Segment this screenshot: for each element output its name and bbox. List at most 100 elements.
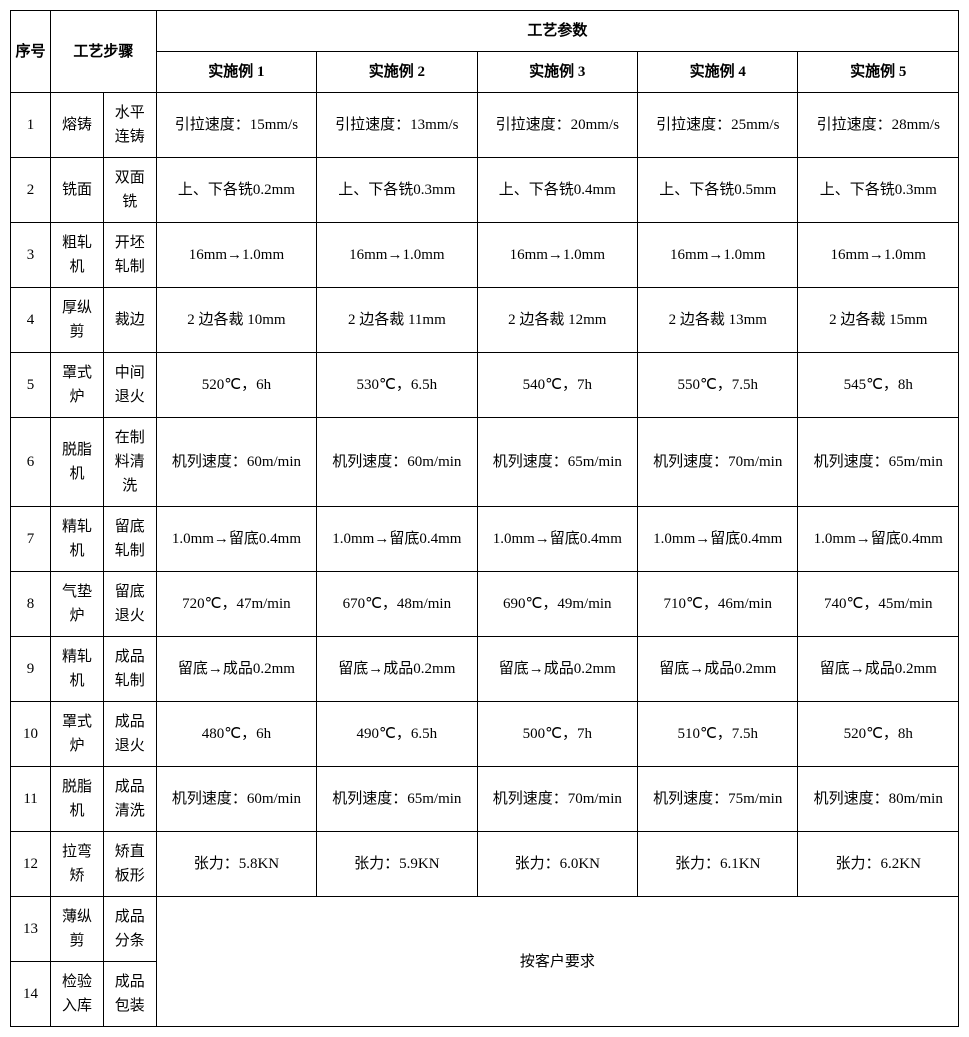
cell-seq: 7: [11, 507, 51, 572]
cell-step1: 薄纵剪: [51, 897, 104, 962]
cell-param: 机列速度：65m/min: [317, 767, 477, 832]
cell-step1: 粗轧机: [51, 223, 104, 288]
cell-param-merged: 按客户要求: [156, 897, 958, 1027]
cell-param: 16mm→1.0mm: [798, 223, 959, 288]
cell-param: 机列速度：60m/min: [156, 767, 316, 832]
cell-param: 16mm→1.0mm: [317, 223, 477, 288]
cell-param: 490℃，6.5h: [317, 702, 477, 767]
cell-param: 720℃，47m/min: [156, 572, 316, 637]
cell-step1: 精轧机: [51, 507, 104, 572]
cell-param: 上、下各铣0.3mm: [317, 158, 477, 223]
cell-step2: 成品退火: [103, 702, 156, 767]
cell-step1: 罩式炉: [51, 353, 104, 418]
cell-param: 510℃，7.5h: [638, 702, 798, 767]
table-body: 1熔铸水平连铸引拉速度：15mm/s引拉速度：13mm/s引拉速度：20mm/s…: [11, 93, 959, 1027]
cell-param: 留底→成品0.2mm: [798, 637, 959, 702]
cell-seq: 4: [11, 288, 51, 353]
cell-param: 1.0mm→留底0.4mm: [477, 507, 637, 572]
cell-param: 16mm→1.0mm: [156, 223, 316, 288]
cell-step1: 精轧机: [51, 637, 104, 702]
cell-step2: 裁边: [103, 288, 156, 353]
cell-step2: 成品轧制: [103, 637, 156, 702]
cell-step1: 熔铸: [51, 93, 104, 158]
header-step: 工艺步骤: [51, 11, 157, 93]
cell-param: 2 边各裁 11mm: [317, 288, 477, 353]
cell-step2: 双面铣: [103, 158, 156, 223]
cell-step2: 成品分条: [103, 897, 156, 962]
cell-param: 上、下各铣0.2mm: [156, 158, 316, 223]
cell-param: 530℃，6.5h: [317, 353, 477, 418]
cell-param: 上、下各铣0.5mm: [638, 158, 798, 223]
cell-param: 540℃，7h: [477, 353, 637, 418]
table-row: 8气垫炉留底退火720℃，47m/min670℃，48m/min690℃，49m…: [11, 572, 959, 637]
cell-step1: 检验入库: [51, 962, 104, 1027]
header-row-1: 序号 工艺步骤 工艺参数: [11, 11, 959, 52]
cell-param: 16mm→1.0mm: [638, 223, 798, 288]
cell-step1: 罩式炉: [51, 702, 104, 767]
cell-param: 1.0mm→留底0.4mm: [156, 507, 316, 572]
cell-param: 留底→成品0.2mm: [317, 637, 477, 702]
cell-param: 机列速度：60m/min: [156, 418, 316, 507]
table-row: 4厚纵剪裁边2 边各裁 10mm2 边各裁 11mm2 边各裁 12mm 2 边各…: [11, 288, 959, 353]
cell-step1: 厚纵剪: [51, 288, 104, 353]
cell-step1: 气垫炉: [51, 572, 104, 637]
cell-step2: 开坯轧制: [103, 223, 156, 288]
cell-param: 引拉速度：20mm/s: [477, 93, 637, 158]
cell-param: 机列速度：70m/min: [638, 418, 798, 507]
cell-param: 引拉速度：15mm/s: [156, 93, 316, 158]
cell-param: 机列速度：60m/min: [317, 418, 477, 507]
cell-seq: 5: [11, 353, 51, 418]
table-row: 6脱脂机在制料清洗机列速度：60m/min机列速度：60m/min机列速度：65…: [11, 418, 959, 507]
cell-seq: 9: [11, 637, 51, 702]
cell-step2: 水平连铸: [103, 93, 156, 158]
cell-param: 张力：5.8KN: [156, 832, 316, 897]
cell-param: 1.0mm→留底0.4mm: [638, 507, 798, 572]
cell-step2: 留底退火: [103, 572, 156, 637]
cell-param: 张力：6.2KN: [798, 832, 959, 897]
cell-param: 2 边各裁 10mm: [156, 288, 316, 353]
cell-param: 1.0mm→留底0.4mm: [798, 507, 959, 572]
cell-param: 张力：6.1KN: [638, 832, 798, 897]
cell-param: 2 边各裁 15mm: [798, 288, 959, 353]
cell-param: 1.0mm→留底0.4mm: [317, 507, 477, 572]
cell-step2: 成品清洗: [103, 767, 156, 832]
table-row: 7精轧机留底轧制1.0mm→留底0.4mm1.0mm→留底0.4mm1.0mm→…: [11, 507, 959, 572]
cell-seq: 13: [11, 897, 51, 962]
cell-param: 机列速度：65m/min: [798, 418, 959, 507]
table-row: 12拉弯矫矫直板形张力：5.8KN张力：5.9KN张力：6.0KN张力：6.1K…: [11, 832, 959, 897]
cell-param: 张力：6.0KN: [477, 832, 637, 897]
cell-step2: 中间退火: [103, 353, 156, 418]
cell-step1: 拉弯矫: [51, 832, 104, 897]
cell-param: 690℃，49m/min: [477, 572, 637, 637]
cell-param: 张力：5.9KN: [317, 832, 477, 897]
table-row: 9精轧机成品轧制留底→成品0.2mm留底→成品0.2mm留底→成品0.2mm留底…: [11, 637, 959, 702]
header-ex3: 实施例 3: [477, 52, 637, 93]
cell-param: 500℃，7h: [477, 702, 637, 767]
cell-param: 2 边各裁 12mm: [477, 288, 637, 353]
header-param: 工艺参数: [156, 11, 958, 52]
cell-param: 550℃，7.5h: [638, 353, 798, 418]
cell-param: 520℃，8h: [798, 702, 959, 767]
cell-seq: 14: [11, 962, 51, 1027]
cell-param: 引拉速度：28mm/s: [798, 93, 959, 158]
cell-param: 引拉速度：25mm/s: [638, 93, 798, 158]
cell-param: 520℃，6h: [156, 353, 316, 418]
table-row: 5罩式炉中间退火520℃，6h530℃，6.5h540℃，7h550℃，7.5h…: [11, 353, 959, 418]
cell-param: 740℃，45m/min: [798, 572, 959, 637]
cell-seq: 12: [11, 832, 51, 897]
table-row: 1熔铸水平连铸引拉速度：15mm/s引拉速度：13mm/s引拉速度：20mm/s…: [11, 93, 959, 158]
cell-param: 上、下各铣0.3mm: [798, 158, 959, 223]
cell-param: 545℃，8h: [798, 353, 959, 418]
cell-step2: 在制料清洗: [103, 418, 156, 507]
cell-param: 机列速度：70m/min: [477, 767, 637, 832]
cell-step1: 脱脂机: [51, 418, 104, 507]
header-ex5: 实施例 5: [798, 52, 959, 93]
table-row: 2铣面双面铣上、下各铣0.2mm上、下各铣0.3mm上、下各铣0.4mm上、下各…: [11, 158, 959, 223]
cell-param: 留底→成品0.2mm: [477, 637, 637, 702]
cell-step2: 留底轧制: [103, 507, 156, 572]
table-row: 3粗轧机开坯轧制16mm→1.0mm16mm→1.0mm16mm→1.0mm16…: [11, 223, 959, 288]
header-ex2: 实施例 2: [317, 52, 477, 93]
cell-seq: 11: [11, 767, 51, 832]
table-row: 11脱脂机成品清洗机列速度：60m/min机列速度：65m/min机列速度：70…: [11, 767, 959, 832]
cell-seq: 3: [11, 223, 51, 288]
